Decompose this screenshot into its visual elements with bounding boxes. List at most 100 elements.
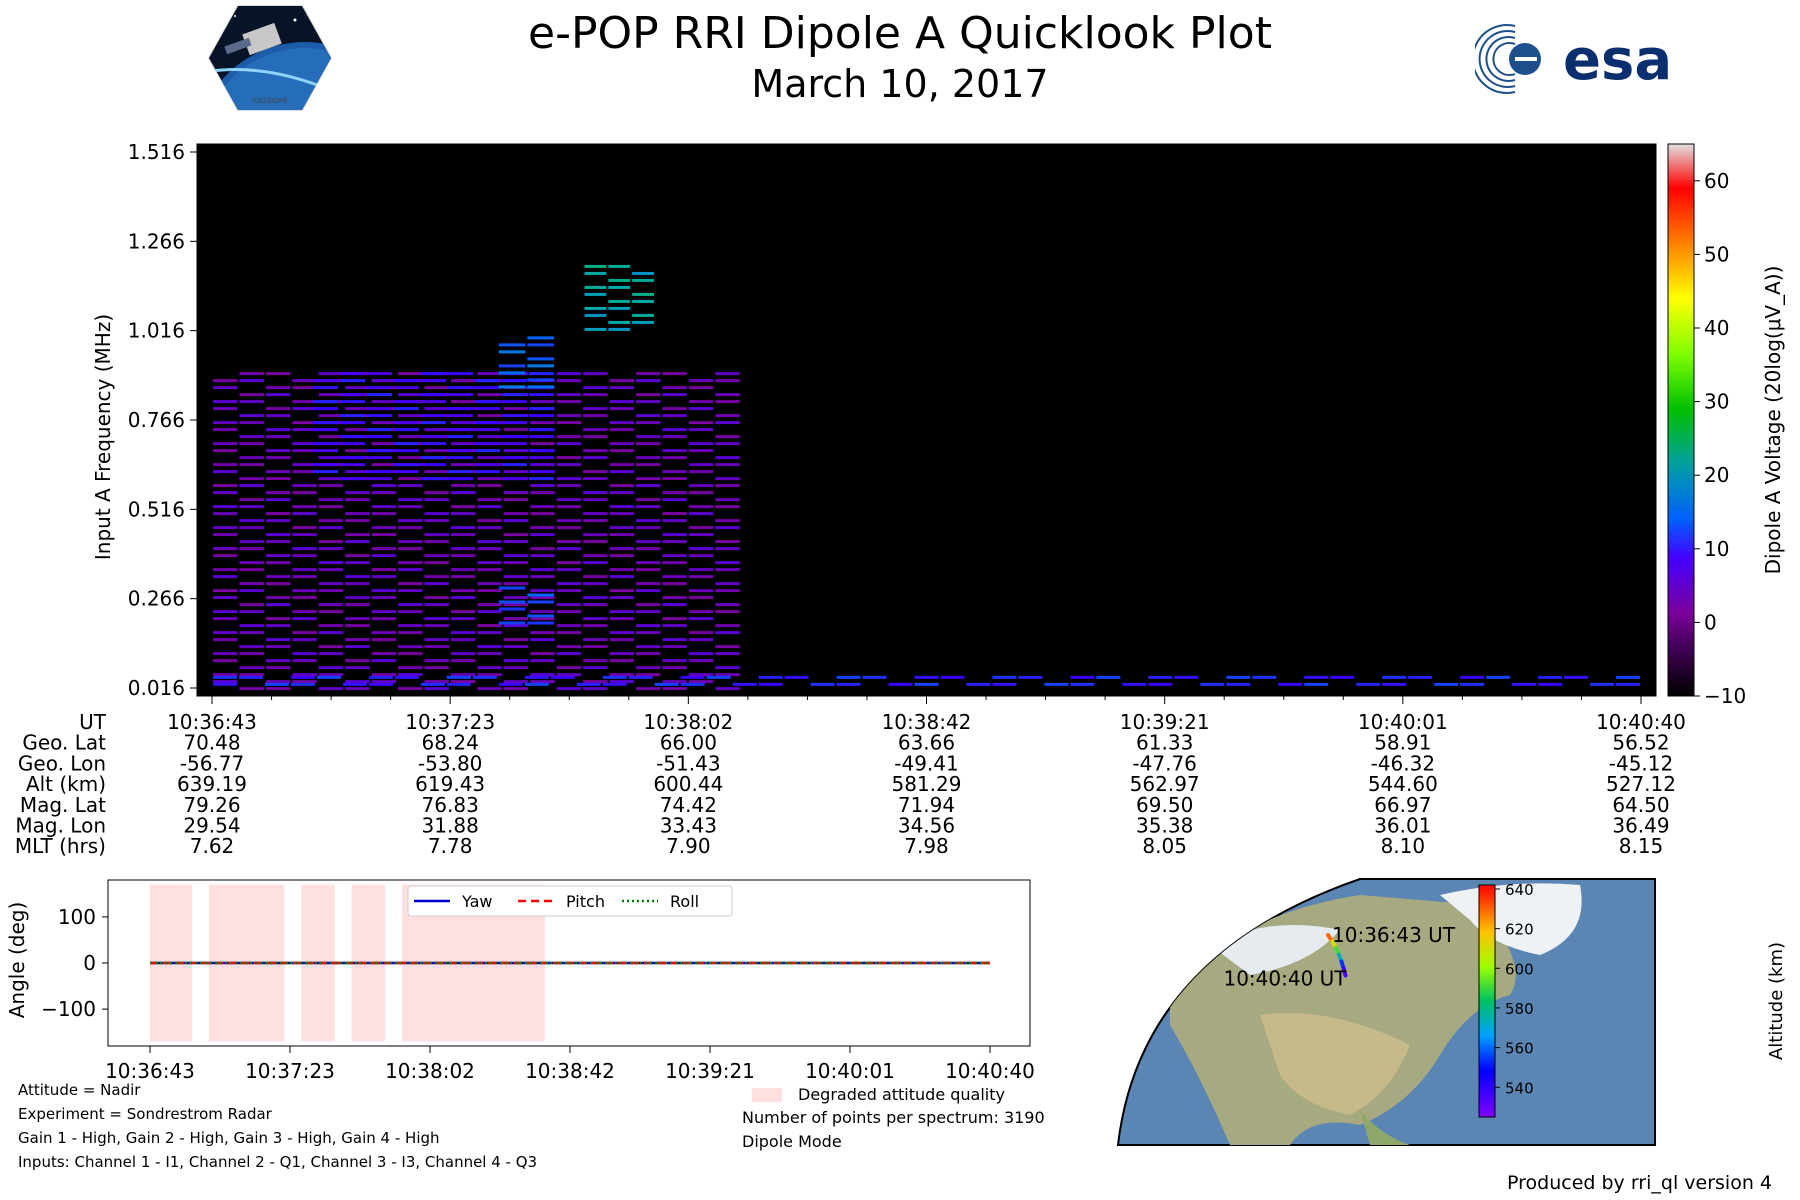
spectrogram-cell xyxy=(450,400,476,404)
ephemeris-value: 66.97 xyxy=(1374,793,1431,817)
spectrogram-cell xyxy=(688,505,714,509)
spectrogram-cell xyxy=(635,603,661,607)
ephemeris-ut: 10:38:42 xyxy=(882,710,972,734)
attitude-xtick-label: 10:40:01 xyxy=(805,1059,895,1080)
spectrogram-cell xyxy=(213,610,238,614)
spectrogram-cell xyxy=(556,421,582,425)
spectrogram-cell xyxy=(556,687,582,691)
ephemeris-row-label: Mag. Lon xyxy=(15,814,106,838)
spectrogram-cell xyxy=(527,378,554,382)
spectrogram-cell xyxy=(609,652,634,656)
spectrogram-cell xyxy=(345,603,370,607)
spectrogram-cell xyxy=(424,512,449,516)
spectrogram-cell xyxy=(265,638,291,642)
spectrogram-cell xyxy=(424,582,449,586)
spectrogram-cell xyxy=(239,400,264,404)
colorbar-tick-label: 30 xyxy=(1704,390,1729,414)
spectrogram-cell xyxy=(688,547,714,551)
spectrogram-cell xyxy=(688,659,714,663)
spectrogram-cell xyxy=(398,645,423,649)
spectrogram-cell xyxy=(265,407,291,411)
spectrogram-cell xyxy=(398,631,423,635)
spectrogram-cell xyxy=(688,491,714,495)
note-mode: Dipole Mode xyxy=(742,1132,842,1151)
spectrogram-marks xyxy=(213,264,1640,691)
spectrogram-cell xyxy=(292,610,317,614)
spectrogram-cell xyxy=(608,306,631,310)
spectrogram-cell xyxy=(213,442,238,446)
spectrogram-cell xyxy=(239,379,264,383)
spectrogram-cell xyxy=(345,575,370,579)
spectrogram-cell xyxy=(1408,675,1433,679)
spectrogram-cell xyxy=(318,631,344,635)
spectrogram-cell xyxy=(213,491,238,495)
spectrogram-cell xyxy=(424,561,449,565)
spectrogram-cell xyxy=(528,477,554,481)
spectrogram-cell xyxy=(530,673,555,677)
spectrogram-cell xyxy=(498,682,523,686)
spectrogram-cell xyxy=(213,379,238,383)
spectrogram-cell xyxy=(477,624,502,628)
notes-right: Number of points per spectrum: 3190 Dipo… xyxy=(742,1106,1045,1154)
spectrogram-cell xyxy=(394,386,419,390)
spectrogram-cell xyxy=(424,491,449,495)
spectrogram-cell xyxy=(292,379,317,383)
spectrogram-cell xyxy=(583,519,608,523)
spectrogram-cell xyxy=(503,540,529,544)
ephemeris-value: 34.56 xyxy=(898,814,955,838)
spectrogram-cell xyxy=(292,526,317,530)
spectrogram-cell xyxy=(501,435,527,439)
spectrogram-cell xyxy=(1070,675,1095,679)
spectrogram-cell xyxy=(238,675,263,679)
spectrogram-cell xyxy=(477,484,502,488)
spectrogram-cell xyxy=(662,393,687,397)
spectrogram-cell xyxy=(632,299,654,303)
note-attitude: Attitude = Nadir xyxy=(18,1081,141,1099)
ephemeris-value: 619.43 xyxy=(415,772,485,796)
spectrogram-cell xyxy=(345,596,370,600)
spectrogram-cell xyxy=(318,526,344,530)
spectrogram-cell xyxy=(609,673,634,677)
spectrogram-cell xyxy=(556,505,582,509)
spectrogram-cell xyxy=(450,505,476,509)
spectrogram-cell xyxy=(474,428,500,432)
spectrogram-cell xyxy=(632,320,654,324)
spectrogram-cell xyxy=(609,470,634,474)
spectrogram-cell xyxy=(635,540,661,544)
spectrogram-cell xyxy=(450,652,476,656)
spectrogram-cell xyxy=(609,568,634,572)
attitude-ytick-label: −100 xyxy=(41,997,96,1021)
spectrogram-cell xyxy=(420,682,445,686)
spectrogram-cell xyxy=(527,364,554,368)
spectrogram-cell xyxy=(265,582,291,586)
spectrogram-cell xyxy=(688,652,714,656)
ephemeris-value: 64.50 xyxy=(1612,793,1669,817)
spectrogram-cell xyxy=(635,652,661,656)
spectrogram-cell xyxy=(394,449,419,453)
spectrogram-cell xyxy=(1200,682,1225,686)
spectrogram-cell xyxy=(688,379,714,383)
spectrogram-cell xyxy=(424,533,449,537)
spectrogram-cell xyxy=(715,442,740,446)
spectrogram-cell xyxy=(450,673,476,677)
spectrogram-cell xyxy=(265,540,291,544)
spectrogram-cell xyxy=(420,456,446,460)
spectrogram-cell xyxy=(447,477,473,481)
spectrogram-cell xyxy=(688,610,714,614)
colorbar-tick-label: 50 xyxy=(1704,242,1729,266)
attitude-xtick-label: 10:36:43 xyxy=(105,1059,195,1080)
spectrogram-cell xyxy=(316,675,341,679)
spectrogram-cell xyxy=(715,400,740,404)
produced-by: Produced by rri_ql version 4 xyxy=(1507,1172,1772,1194)
spectrogram-cell xyxy=(313,428,339,432)
spectrogram-cell xyxy=(503,533,529,537)
spectrogram-cell xyxy=(609,379,634,383)
spectrogram-cell xyxy=(556,610,582,614)
spectrogram-cell xyxy=(503,596,529,600)
spectrogram-cell xyxy=(318,589,344,593)
spectrogram-cell xyxy=(530,554,555,558)
spectrogram-cell xyxy=(371,568,397,572)
spectrogram-cell xyxy=(340,379,366,383)
spectrogram-cell xyxy=(498,364,526,368)
